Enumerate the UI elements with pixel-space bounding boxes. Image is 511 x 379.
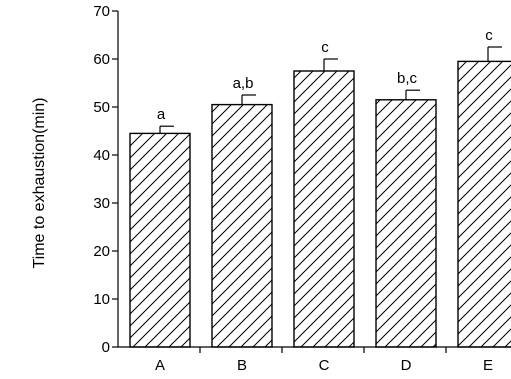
bar-E	[457, 60, 511, 348]
significance-label-C: c	[321, 39, 329, 56]
y-tick-label-70: 70	[93, 3, 110, 20]
x-axis: A B C D E	[118, 346, 511, 374]
bar-A	[129, 132, 191, 348]
y-tick-label-50: 50	[93, 99, 110, 116]
x-tick-label-C: C	[319, 357, 330, 374]
y-tick-label-0: 0	[102, 339, 110, 356]
bars: a a,b c b,c c	[129, 27, 511, 348]
significance-label-D: b,c	[397, 70, 418, 87]
y-tick-label-30: 30	[93, 195, 110, 212]
significance-label-A: a	[157, 106, 166, 123]
y-tick-label-10: 10	[93, 291, 110, 308]
y-tick-label-20: 20	[93, 243, 110, 260]
x-tick-label-A: A	[155, 357, 165, 374]
y-axis: 0 10 20 30 40 50 60 70	[93, 3, 119, 356]
x-tick-label-D: D	[401, 357, 412, 374]
bar-B	[211, 103, 273, 348]
x-tick-label-B: B	[237, 357, 247, 374]
x-tick-label-E: E	[483, 357, 493, 374]
bar-C	[293, 70, 355, 348]
significance-label-B: a,b	[233, 75, 254, 92]
y-tick-label-60: 60	[93, 51, 110, 68]
bar-D	[375, 99, 437, 348]
y-axis-title: Time to exhaustion(min)	[31, 97, 48, 268]
significance-label-E: c	[485, 27, 493, 44]
y-tick-label-40: 40	[93, 147, 110, 164]
